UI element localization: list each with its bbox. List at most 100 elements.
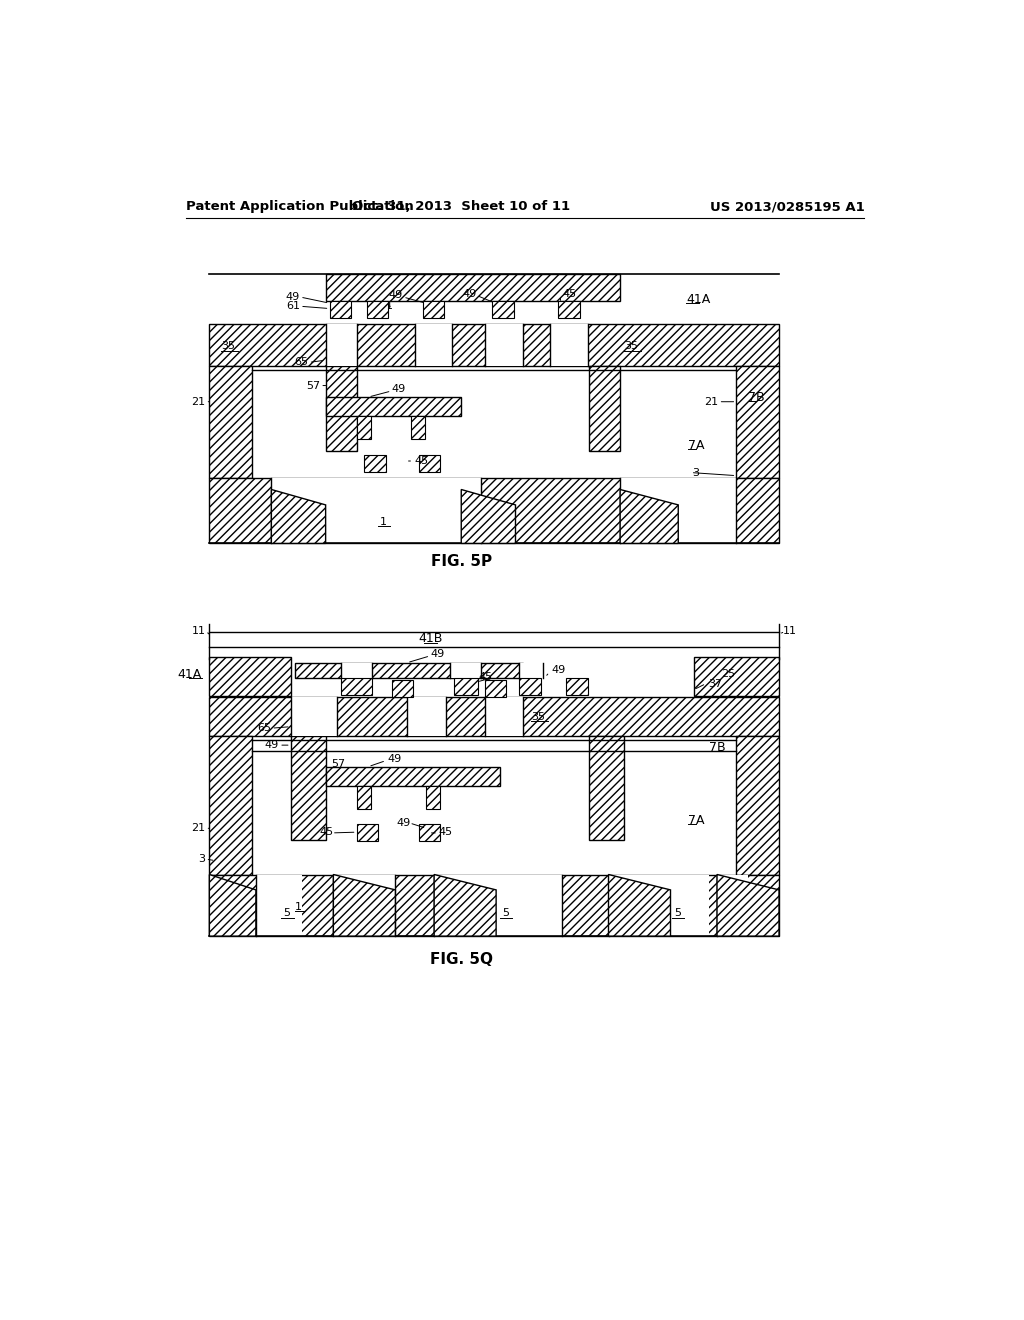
Bar (484, 323, 523, 367)
Bar (426, 785, 440, 809)
Text: 49: 49 (265, 741, 280, 750)
Bar (423, 301, 444, 318)
Polygon shape (434, 875, 496, 936)
Text: 35: 35 (624, 342, 638, 351)
Bar (291, 737, 326, 840)
Text: 5: 5 (647, 513, 654, 524)
Text: US 2013/0285195 A1: US 2013/0285195 A1 (710, 201, 864, 214)
Bar (356, 785, 371, 809)
Bar (454, 678, 478, 696)
Bar (608, 874, 710, 936)
Text: 57: 57 (331, 759, 345, 768)
Bar (411, 416, 425, 440)
Text: 5: 5 (502, 908, 509, 917)
Text: Oct. 31, 2013  Sheet 10 of 11: Oct. 31, 2013 Sheet 10 of 11 (352, 201, 570, 214)
Polygon shape (334, 875, 395, 936)
Polygon shape (621, 490, 678, 544)
Text: 45: 45 (478, 672, 493, 681)
Bar (334, 874, 395, 936)
Text: 11: 11 (191, 626, 206, 636)
Bar (341, 663, 372, 678)
Bar (519, 678, 541, 696)
Bar (326, 323, 356, 367)
Text: 1: 1 (380, 517, 387, 527)
Bar (484, 697, 523, 737)
Bar (484, 681, 506, 697)
Bar (365, 455, 386, 471)
Bar (589, 366, 621, 451)
Bar (209, 874, 779, 936)
Bar (209, 737, 252, 875)
Text: Patent Application Publication: Patent Application Publication (186, 201, 414, 214)
Text: 5: 5 (490, 685, 498, 694)
Text: 49: 49 (388, 754, 401, 764)
Text: 5: 5 (482, 517, 489, 527)
Bar (550, 323, 588, 367)
Bar (356, 825, 378, 841)
Bar (326, 397, 461, 416)
Bar (717, 874, 748, 936)
Bar (434, 874, 562, 936)
Text: 3: 3 (692, 467, 699, 478)
Text: 21: 21 (191, 397, 206, 407)
Bar (326, 275, 621, 301)
Text: 49: 49 (463, 289, 477, 298)
Text: 37: 37 (708, 678, 722, 689)
Bar (693, 657, 779, 696)
Text: 5: 5 (359, 908, 367, 917)
Bar (209, 478, 779, 544)
Polygon shape (717, 875, 779, 936)
Text: 11: 11 (783, 626, 797, 636)
Bar (295, 663, 523, 678)
Text: 49: 49 (389, 290, 403, 301)
Text: 49: 49 (391, 384, 406, 395)
Bar (209, 367, 252, 478)
Text: FIG. 5Q: FIG. 5Q (430, 952, 493, 966)
Text: 41B: 41B (418, 632, 442, 645)
Bar (566, 678, 588, 696)
Bar (450, 663, 480, 678)
Text: 45: 45 (415, 455, 429, 466)
Text: 65: 65 (295, 358, 308, 367)
Text: 45: 45 (562, 289, 577, 298)
Bar (271, 478, 480, 544)
Text: 5: 5 (397, 685, 404, 694)
Text: 49: 49 (396, 818, 411, 828)
Bar (519, 663, 543, 678)
Bar (367, 301, 388, 318)
Bar (493, 301, 514, 318)
Bar (621, 478, 736, 544)
Bar (256, 874, 302, 936)
Text: 35: 35 (531, 711, 545, 722)
Text: 7A: 7A (687, 440, 705, 453)
Text: 41A: 41A (686, 293, 711, 306)
Text: 65: 65 (257, 723, 271, 733)
Bar (330, 301, 351, 318)
Text: 45: 45 (438, 828, 453, 837)
Bar (415, 323, 452, 367)
Bar (356, 416, 371, 440)
Bar (209, 323, 779, 367)
Text: 1: 1 (295, 902, 302, 912)
Bar (291, 697, 337, 737)
Polygon shape (271, 490, 326, 544)
Polygon shape (209, 875, 256, 936)
Bar (326, 767, 500, 785)
Text: 57: 57 (306, 380, 321, 391)
Bar (341, 678, 372, 696)
Text: 21: 21 (705, 397, 719, 407)
Bar (209, 657, 291, 696)
Text: 7B: 7B (710, 741, 726, 754)
Text: 41A: 41A (177, 668, 202, 681)
Bar (407, 697, 445, 737)
Text: 49: 49 (551, 665, 565, 676)
Text: 5: 5 (284, 908, 291, 917)
Bar (419, 455, 440, 471)
Text: 7A: 7A (687, 814, 705, 828)
Bar (419, 825, 440, 841)
Text: 49: 49 (286, 292, 300, 302)
Text: 61: 61 (286, 301, 300, 312)
Text: 25: 25 (721, 669, 735, 680)
Text: 61: 61 (379, 301, 393, 312)
Text: 5: 5 (674, 908, 681, 917)
